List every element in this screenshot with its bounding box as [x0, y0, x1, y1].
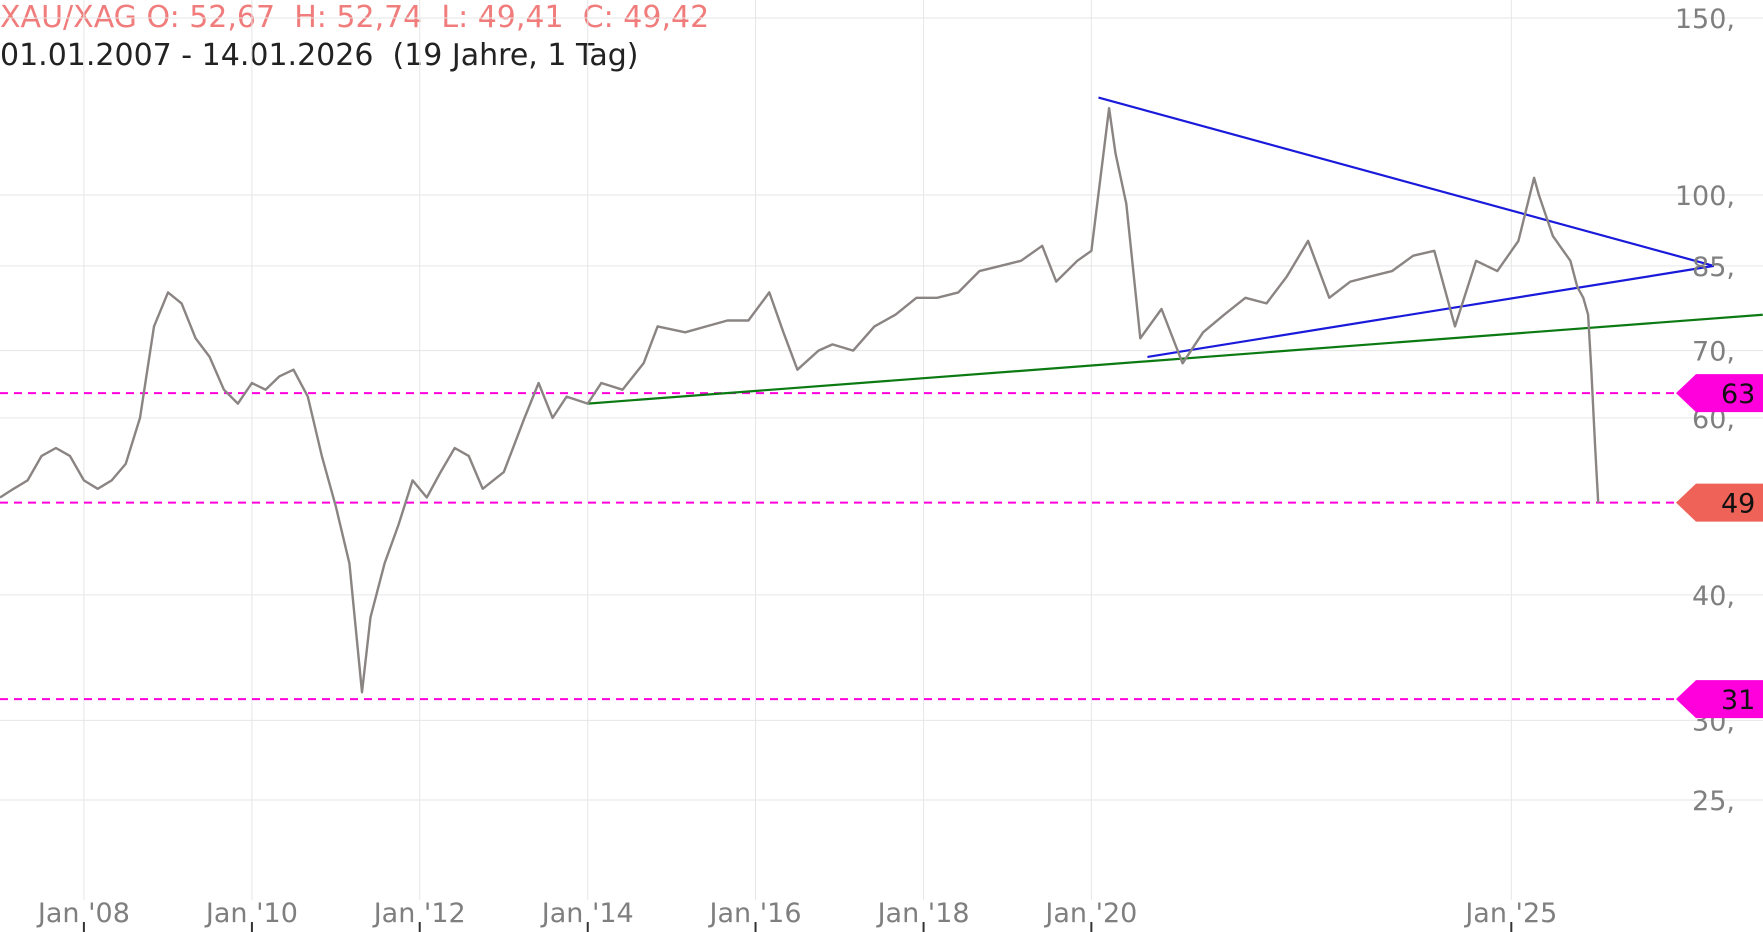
y-tick-label: 100, — [1675, 181, 1735, 212]
price-marker-tag — [1676, 374, 1763, 413]
trendline — [1147, 264, 1714, 358]
x-tick-label: Jan '20 — [1043, 898, 1137, 929]
horizontal-lines — [0, 392, 1700, 701]
price-marker-label: 49 — [1721, 489, 1755, 520]
price-markers: 63 49 31 — [1676, 374, 1763, 719]
trendline — [1098, 96, 1715, 267]
price-series — [0, 107, 1600, 694]
price-marker-tag — [1676, 680, 1763, 719]
x-tick-label: Jan '14 — [540, 898, 634, 929]
y-tick-label: 25, — [1692, 786, 1735, 817]
trendline — [587, 313, 1763, 405]
x-tick-label: Jan '16 — [708, 898, 802, 929]
y-axis: 150,100,85,70,60,40,30,25, — [1675, 4, 1735, 817]
grid — [0, 0, 1763, 900]
y-tick-label: 150, — [1675, 4, 1735, 35]
date-range-header: 01.01.2007 - 14.01.2026 (19 Jahre, 1 Tag… — [0, 38, 639, 73]
x-tick-label: Jan '18 — [876, 898, 970, 929]
x-tick-label: Jan '10 — [204, 898, 298, 929]
price-marker-label: 31 — [1721, 685, 1755, 716]
y-tick-label: 40, — [1692, 581, 1735, 612]
duration-label: (19 Jahre, 1 Tag) — [392, 38, 639, 73]
price-marker-tag — [1676, 483, 1763, 522]
x-tick-label: Jan '25 — [1463, 898, 1557, 929]
trendlines — [587, 96, 1763, 405]
x-axis: Jan '08 Jan '10 Jan '12 Jan '14 Jan '16 Jan '… — [36, 898, 1557, 932]
x-tick-label: Jan '12 — [372, 898, 466, 929]
date-range: 01.01.2007 - 14.01.2026 — [0, 38, 374, 73]
y-tick-label: 70, — [1692, 337, 1735, 368]
price-line — [0, 107, 1600, 694]
price-marker-label: 63 — [1721, 379, 1755, 410]
x-tick-label: Jan '08 — [36, 898, 130, 929]
y-tick-label: 85, — [1692, 252, 1735, 283]
